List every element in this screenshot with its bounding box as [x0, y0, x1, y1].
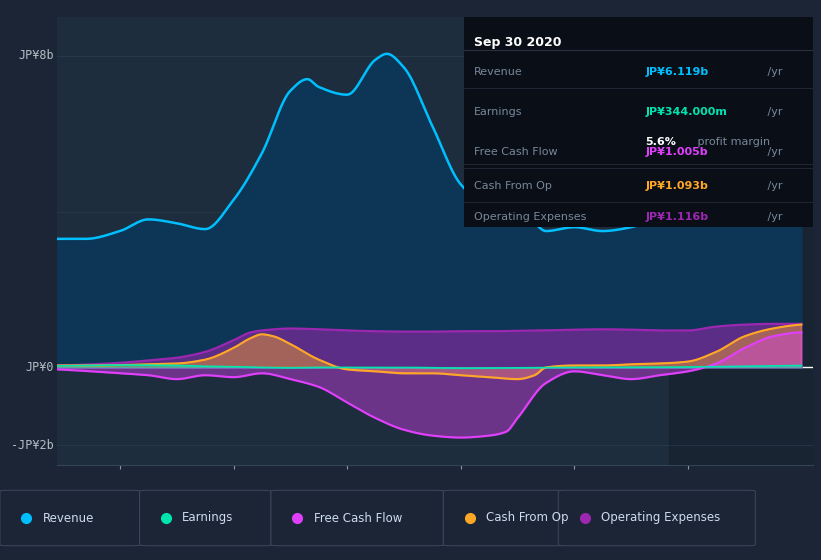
Text: JP¥8b: JP¥8b [18, 49, 53, 62]
Text: Operating Expenses: Operating Expenses [601, 511, 720, 525]
Text: Earnings: Earnings [182, 511, 234, 525]
Text: JP¥1.093b: JP¥1.093b [645, 180, 709, 190]
Text: 5.6%: 5.6% [645, 137, 677, 147]
Text: Cash From Op: Cash From Op [475, 180, 553, 190]
Text: /yr: /yr [764, 212, 782, 222]
Text: Free Cash Flow: Free Cash Flow [314, 511, 402, 525]
Bar [668, 17, 813, 465]
Text: JP¥6.119b: JP¥6.119b [645, 67, 709, 77]
Text: Operating Expenses: Operating Expenses [475, 212, 587, 222]
Text: JP¥344.000m: JP¥344.000m [645, 107, 727, 117]
Text: profit margin: profit margin [695, 137, 770, 147]
Text: Sep 30 2020: Sep 30 2020 [475, 36, 562, 49]
FancyBboxPatch shape [0, 491, 140, 545]
FancyBboxPatch shape [271, 491, 443, 545]
FancyBboxPatch shape [140, 491, 271, 545]
Text: /yr: /yr [764, 67, 782, 77]
Text: JP¥1.005b: JP¥1.005b [645, 147, 708, 157]
Text: -JP¥2b: -JP¥2b [11, 439, 53, 452]
Text: Revenue: Revenue [475, 67, 523, 77]
Text: Cash From Op: Cash From Op [486, 511, 568, 525]
FancyBboxPatch shape [443, 491, 566, 545]
FancyBboxPatch shape [558, 491, 755, 545]
Text: JP¥0: JP¥0 [25, 361, 53, 374]
Text: /yr: /yr [764, 180, 782, 190]
Text: /yr: /yr [764, 107, 782, 117]
Text: /yr: /yr [764, 147, 782, 157]
Text: JP¥1.116b: JP¥1.116b [645, 212, 709, 222]
Text: Earnings: Earnings [475, 107, 523, 117]
Text: Free Cash Flow: Free Cash Flow [475, 147, 558, 157]
Text: Revenue: Revenue [43, 511, 94, 525]
